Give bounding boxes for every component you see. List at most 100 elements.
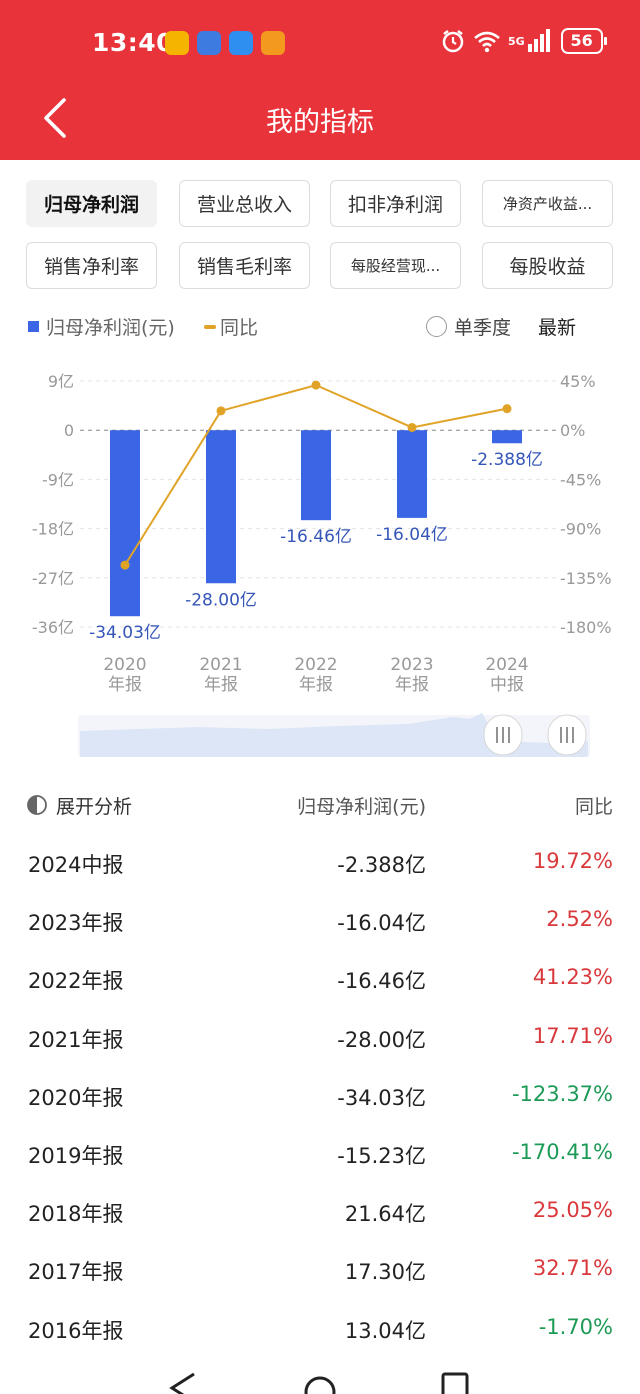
row-value: -28.00亿	[337, 1027, 426, 1052]
chart-bar	[206, 430, 236, 584]
chart-legend: 归母净利润(元) 同比 单季度 最新	[26, 310, 616, 342]
status-time: 13:40	[92, 28, 175, 57]
battery-indicator: 56	[560, 28, 607, 54]
chart-bar	[301, 430, 331, 521]
bar-value-label: -2.388亿	[471, 450, 543, 470]
x-tick-label: 2024	[485, 655, 528, 675]
row-yoy: -1.70%	[538, 1314, 613, 1339]
y-right-tick: -180%	[560, 618, 612, 637]
notification-icons	[165, 31, 285, 55]
table-row: 2023年报 -16.04亿 2.52%	[26, 890, 616, 948]
weibo-icon	[165, 31, 189, 55]
chip-net-profit[interactable]: 归母净利润	[26, 180, 157, 227]
row-yoy: 25.05%	[532, 1198, 613, 1223]
row-period: 2016年报	[28, 1318, 124, 1343]
legend-bar-swatch	[28, 321, 39, 332]
nav-back-icon[interactable]	[169, 1372, 195, 1394]
nav-recents-icon[interactable]	[441, 1372, 469, 1394]
row-yoy: 32.71%	[532, 1256, 613, 1281]
y-right-tick: -90%	[560, 520, 601, 539]
x-tick-label: 中报	[490, 675, 524, 695]
chip-deducted-net-profit[interactable]: 扣非净利润	[330, 180, 461, 227]
back-icon[interactable]	[36, 96, 80, 140]
nav-home-icon[interactable]	[304, 1376, 336, 1394]
bar-value-label: -34.03亿	[89, 623, 161, 643]
row-value: -2.388亿	[337, 853, 426, 877]
table-row: 2018年报 21.64亿 25.05%	[26, 1181, 616, 1239]
row-yoy: -123.37%	[511, 1081, 613, 1106]
profit-chart: 9亿 45% 0 0% -9亿 -45% -18亿 -90% -27亿 -135% -36亿 -180…	[32, 372, 612, 695]
y-left-tick: 9亿	[48, 372, 74, 391]
y-left-tick: -9亿	[42, 470, 74, 489]
chip-gross-margin[interactable]: 销售毛利率	[179, 242, 310, 289]
slider-handle-right[interactable]	[547, 714, 587, 756]
x-tick-label: 年报	[108, 675, 142, 695]
analysis-table: 2024中报 -2.388亿 19.72% 2023年报 -16.04亿 2.52% 2…	[26, 832, 616, 1356]
chart-bar	[397, 430, 427, 518]
y-right-tick: 0%	[560, 421, 585, 440]
row-period: 2017年报	[28, 1260, 124, 1285]
chip-roe[interactable]: 净资产收益...	[482, 180, 613, 227]
yoy-point	[120, 560, 130, 570]
table-row: 2017年报 17.30亿 32.71%	[26, 1239, 616, 1297]
latest-toggle[interactable]: 最新	[538, 317, 577, 339]
row-value: 17.30亿	[344, 1260, 426, 1285]
column-header-value: 归母净利润(元)	[297, 796, 426, 818]
table-row: 2024中报 -2.388亿 19.72%	[26, 832, 616, 890]
pie-icon[interactable]	[26, 794, 48, 816]
single-quarter-radio[interactable]	[426, 316, 447, 337]
row-period: 2019年报	[28, 1143, 124, 1168]
table-row: 2021年报 -28.00亿 17.71%	[26, 1007, 616, 1065]
bar-value-label: -16.04亿	[376, 525, 448, 545]
row-yoy: 19.72%	[532, 849, 613, 873]
row-value: -15.23亿	[337, 1143, 426, 1168]
row-yoy: 41.23%	[532, 965, 613, 990]
x-tick-label: 年报	[299, 675, 333, 695]
table-row: 2019年报 -15.23亿 -170.41%	[26, 1123, 616, 1181]
row-yoy: 17.71%	[532, 1023, 613, 1048]
table-row: 2020年报 -34.03亿 -123.37%	[26, 1065, 616, 1123]
row-value: 21.64亿	[344, 1202, 426, 1227]
chip-eps[interactable]: 每股收益	[482, 242, 613, 289]
single-quarter-label[interactable]: 单季度	[454, 317, 512, 339]
system-icons: 5G 56	[440, 28, 607, 54]
x-tick-label: 年报	[395, 675, 429, 695]
wifi-icon	[474, 31, 500, 53]
row-value: -16.46亿	[337, 969, 426, 994]
x-tick-label: 2023	[390, 655, 433, 675]
chart-bar	[110, 430, 140, 617]
bar-value-label: -28.00亿	[185, 590, 257, 610]
y-right-tick: 45%	[560, 372, 596, 391]
y-right-tick: -135%	[560, 569, 612, 588]
signal-icon	[527, 29, 550, 52]
x-tick-label: 2022	[294, 655, 337, 675]
row-value: -34.03亿	[337, 1085, 426, 1110]
yoy-point	[502, 404, 512, 414]
row-period: 2023年报	[28, 911, 124, 936]
row-period: 2021年报	[28, 1027, 124, 1052]
y-left-tick: -27亿	[32, 569, 74, 588]
app-header: 13:40 5G 56 我的指标	[0, 0, 640, 160]
y-left-tick: -36亿	[32, 618, 74, 637]
network-type: 5G	[508, 34, 525, 48]
y-left-tick: 0	[64, 421, 74, 440]
page-title: 我的指标	[266, 107, 374, 138]
range-slider[interactable]	[78, 713, 590, 759]
analysis-header: 展开分析 归母净利润(元) 同比	[26, 788, 616, 822]
column-header-yoy: 同比	[574, 796, 613, 818]
x-tick-label: 2020	[103, 655, 146, 675]
chip-net-margin[interactable]: 销售净利率	[26, 242, 157, 289]
chip-total-revenue[interactable]: 营业总收入	[179, 180, 310, 227]
row-value: 13.04亿	[344, 1318, 426, 1343]
app-icon	[197, 31, 221, 55]
slider-handle-left[interactable]	[483, 714, 523, 756]
chip-operating-cashflow-per-share[interactable]: 每股经营现...	[330, 242, 461, 289]
legend-bar-label: 归母净利润(元)	[46, 317, 175, 339]
expand-analysis-label[interactable]: 展开分析	[56, 796, 133, 818]
video-icon	[261, 31, 285, 55]
legend-line-label: 同比	[220, 317, 259, 339]
row-yoy: 2.52%	[546, 907, 613, 932]
table-row: 2016年报 13.04亿 -1.70%	[26, 1298, 616, 1356]
row-period: 2022年报	[28, 969, 124, 994]
legend-line-swatch	[204, 325, 216, 329]
